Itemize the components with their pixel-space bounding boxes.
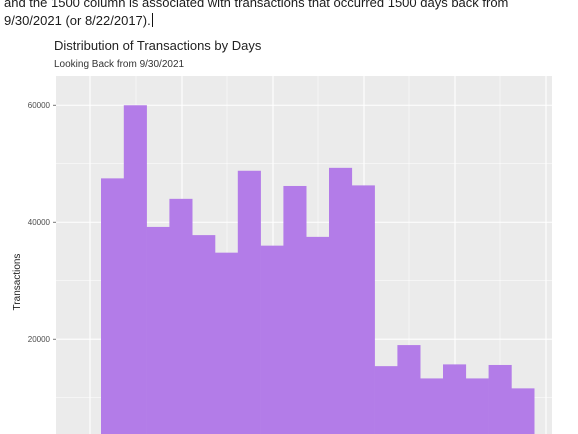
histogram-bar — [306, 236, 330, 434]
chart-title: Distribution of Transactions by Days — [54, 38, 262, 53]
text-cursor — [151, 13, 153, 27]
histogram-bar — [123, 105, 147, 434]
histogram-bar — [283, 185, 307, 434]
y-tick-label: 40000 — [28, 218, 51, 227]
histogram-bar — [101, 178, 125, 434]
histogram-bar — [443, 364, 467, 434]
histogram-bar — [374, 366, 398, 434]
histogram-bar — [237, 170, 261, 434]
y-axis-title: Transactions — [12, 254, 23, 311]
histogram-bar — [420, 378, 444, 434]
histogram-bar — [192, 235, 216, 434]
histogram-bar — [465, 378, 489, 434]
histogram-bar — [351, 185, 375, 434]
bars — [101, 105, 535, 434]
intro-line-2: 9/30/2021 (or 8/22/2017). — [4, 12, 574, 30]
chart-subtitle: Looking Back from 9/30/2021 — [54, 59, 185, 70]
intro-text: and the 1500 column is associated with t… — [4, 0, 574, 30]
y-axis-ticks: 20000 40000 60000 — [28, 101, 56, 344]
intro-line-2-text: 9/30/2021 (or 8/22/2017). — [4, 13, 151, 28]
y-tick-label: 20000 — [28, 335, 51, 344]
histogram-bar — [215, 252, 239, 434]
histogram-bar — [329, 167, 353, 434]
histogram-bar — [169, 198, 193, 434]
histogram-bar — [397, 345, 421, 434]
histogram-bar — [146, 226, 170, 434]
y-tick-label: 60000 — [28, 101, 51, 110]
intro-line-1: and the 1500 column is associated with t… — [4, 0, 509, 10]
histogram-bar — [511, 388, 535, 434]
histogram-bar — [260, 245, 284, 434]
histogram-bar — [488, 364, 512, 434]
